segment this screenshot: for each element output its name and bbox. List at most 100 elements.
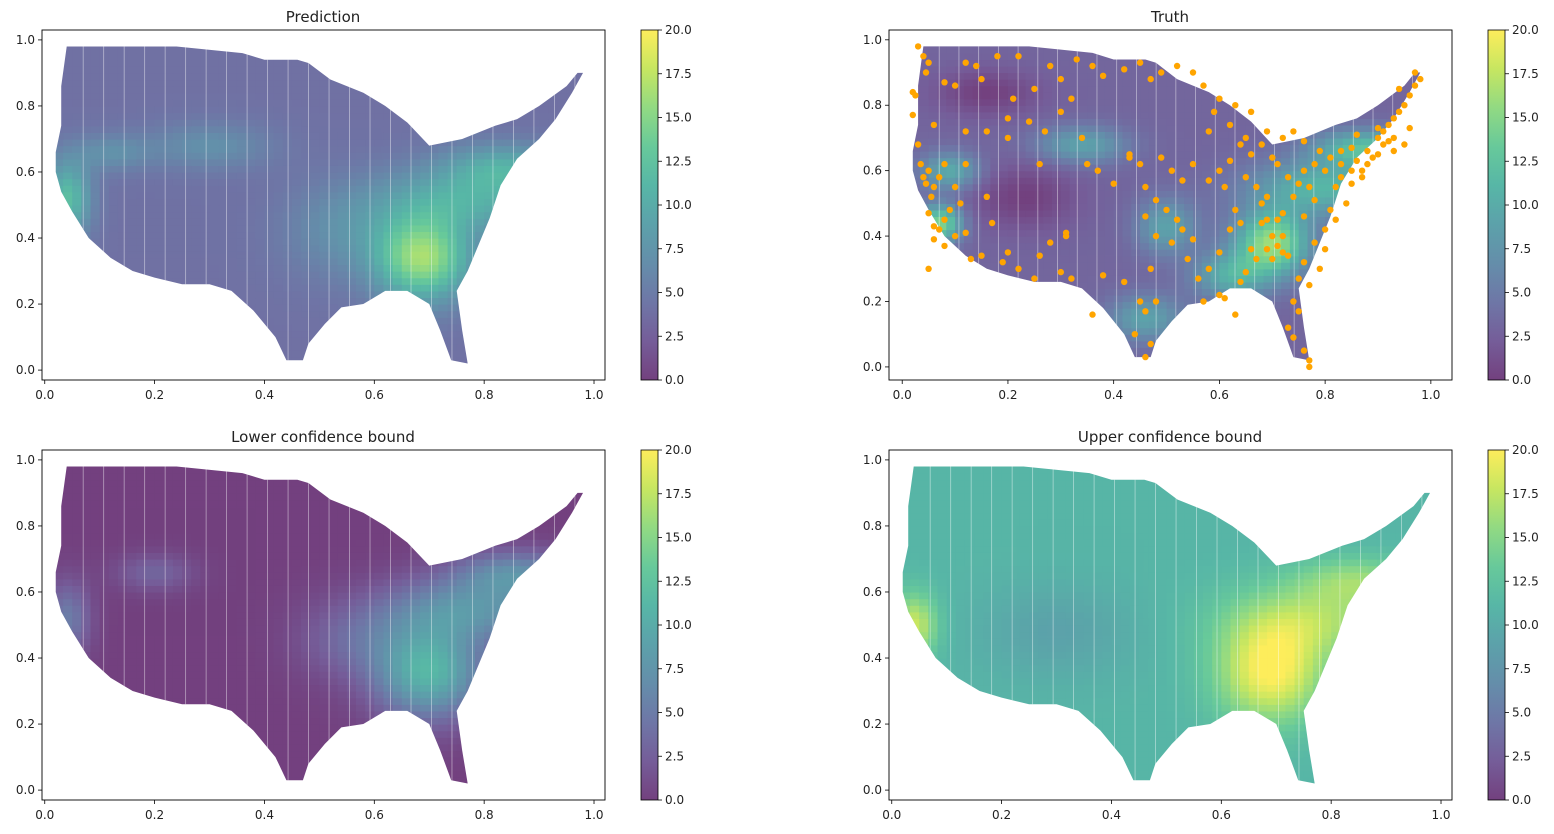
heatmap-cell	[1386, 314, 1397, 322]
heatmap-cell	[1360, 242, 1370, 250]
heatmap-cell	[383, 119, 394, 127]
heatmap-cell	[1078, 288, 1088, 296]
heatmap-cell	[1413, 340, 1421, 348]
heatmap-cell	[319, 323, 330, 332]
heatmap-cell	[1122, 281, 1132, 290]
heatmap-cell	[1377, 196, 1388, 204]
heatmap-cell	[182, 290, 192, 299]
heatmap-cell	[55, 198, 64, 206]
heatmap-cell	[209, 304, 220, 312]
heatmap-cell	[1298, 249, 1309, 257]
heatmap-cell	[1201, 308, 1212, 316]
heatmap-cell	[1025, 294, 1035, 303]
heatmap-cell	[420, 165, 430, 173]
heatmap-cell	[337, 238, 348, 246]
heatmap-cell	[301, 363, 311, 364]
heatmap-cell	[529, 224, 540, 233]
colorbar-tick-label: 15.0	[665, 111, 692, 125]
heatmap-cell	[520, 290, 531, 299]
heatmap-cell	[1192, 203, 1203, 211]
heatmap-cell	[1325, 157, 1335, 165]
heatmap-cell	[585, 245, 595, 252]
heatmap-cell	[236, 323, 247, 332]
heatmap-cell	[209, 138, 220, 147]
heatmap-cell	[108, 323, 119, 332]
heatmap-cell	[200, 152, 211, 160]
heatmap-cell	[410, 297, 421, 305]
heatmap-cell	[154, 317, 165, 325]
heatmap-cell	[1060, 164, 1071, 172]
heatmap-cell	[328, 271, 339, 279]
heatmap-cell	[548, 244, 558, 252]
heatmap-cell	[529, 86, 540, 94]
heatmap-cell	[972, 164, 983, 172]
heatmap-cell	[55, 145, 64, 153]
heatmap-cell	[1342, 209, 1353, 218]
heatmap-cell	[1025, 308, 1035, 316]
heatmap-cell	[575, 119, 584, 127]
heatmap-cell	[1307, 242, 1317, 250]
heatmap-cell	[1078, 327, 1088, 335]
heatmap-cell	[99, 297, 110, 305]
heatmap-cell	[566, 79, 577, 87]
heatmap-cell	[529, 92, 540, 100]
heatmap-cell	[154, 218, 165, 226]
heatmap-cell	[218, 356, 229, 364]
heatmap-cell	[1007, 249, 1018, 257]
heatmap-cell	[182, 165, 192, 173]
heatmap-cell	[1166, 308, 1176, 316]
heatmap-cell	[99, 86, 110, 94]
heatmap-cell	[127, 231, 137, 239]
heatmap-cell	[392, 125, 403, 133]
heatmap-cell	[1052, 209, 1062, 218]
heatmap-cell	[227, 198, 238, 206]
heatmap-cell	[163, 53, 174, 61]
heatmap-cell	[447, 66, 458, 74]
heatmap-cell	[383, 356, 394, 364]
heatmap-cell	[328, 238, 339, 246]
heatmap-cell	[1113, 183, 1124, 191]
heatmap-cell	[63, 72, 73, 81]
heatmap-cell	[136, 191, 147, 199]
heatmap-cell	[902, 315, 911, 322]
heatmap-cell	[365, 317, 375, 325]
heatmap-cell	[539, 205, 549, 213]
heatmap-cell	[209, 271, 220, 279]
heatmap-cell	[401, 205, 412, 213]
heatmap-cell	[928, 340, 939, 348]
heatmap-cell	[319, 238, 330, 246]
heatmap-cell	[1219, 196, 1229, 204]
heatmap-cell	[1043, 327, 1053, 335]
heatmap-cell	[117, 211, 128, 219]
heatmap-cell	[919, 308, 930, 316]
heatmap-cell	[45, 205, 55, 212]
heatmap-cell	[1342, 340, 1353, 348]
heatmap-cell	[319, 257, 330, 266]
heatmap-cell	[1307, 314, 1317, 322]
heatmap-cell	[1131, 308, 1141, 316]
heatmap-cell	[1060, 170, 1071, 178]
heatmap-cell	[946, 222, 956, 231]
heatmap-cell	[990, 177, 1000, 185]
heatmap-cell	[163, 238, 174, 246]
heatmap-cell	[475, 343, 485, 351]
heatmap-cell	[328, 105, 339, 114]
heatmap-cell	[154, 284, 165, 292]
heatmap-cell	[972, 262, 983, 270]
heatmap-cell	[1413, 347, 1421, 355]
heatmap-cell	[346, 224, 357, 233]
heatmap-cell	[108, 218, 119, 226]
heatmap-cell	[999, 164, 1009, 172]
heatmap-cell	[447, 231, 458, 239]
heatmap-cell	[1034, 170, 1044, 178]
heatmap-cell	[99, 356, 110, 364]
heatmap-cell	[1104, 255, 1115, 263]
heatmap-cell	[200, 119, 211, 127]
heatmap-cell	[1369, 209, 1379, 218]
heatmap-cell	[999, 340, 1009, 348]
heatmap-cell	[63, 53, 73, 61]
heatmap-cell	[236, 251, 247, 259]
heatmap-cell	[172, 350, 183, 358]
heatmap-cell	[1360, 190, 1370, 198]
heatmap-cell	[475, 125, 485, 133]
